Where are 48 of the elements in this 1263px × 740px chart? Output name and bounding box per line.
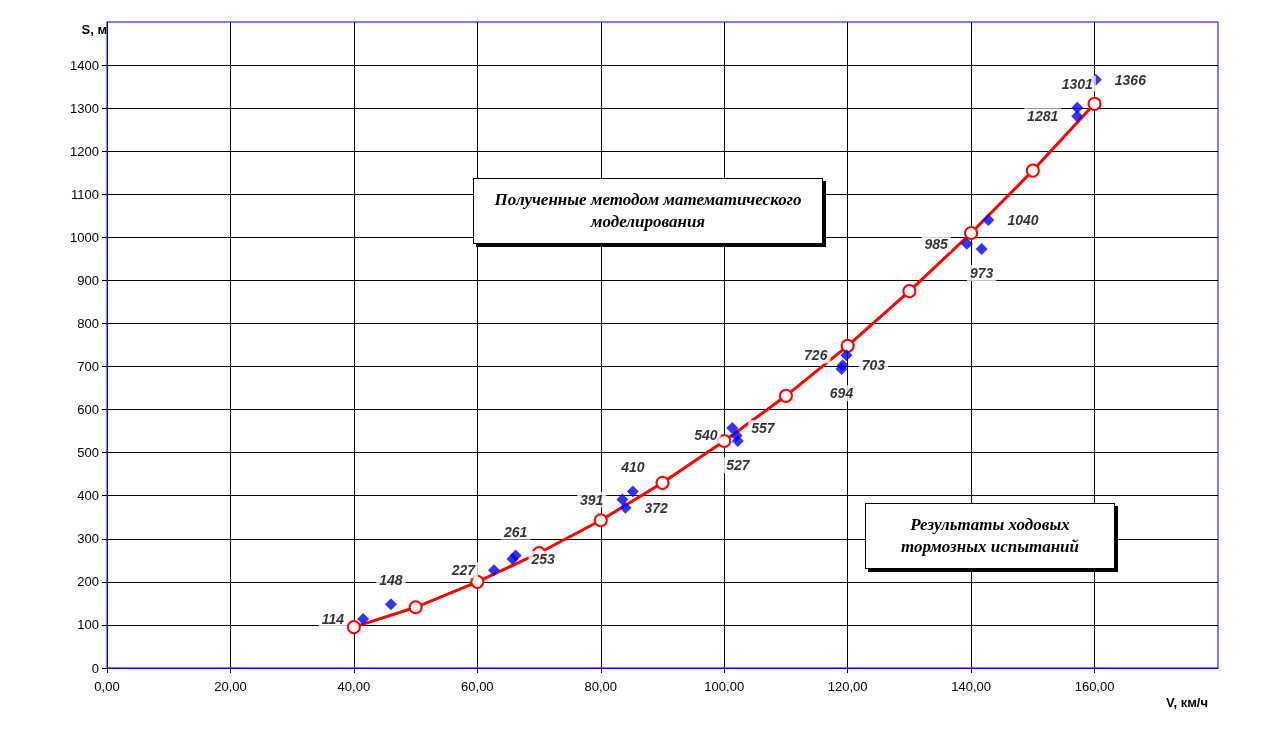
data-label: 1301: [1061, 75, 1094, 92]
y-tick-label: 700: [77, 359, 99, 375]
y-tick-label: 500: [77, 445, 99, 461]
data-label: 1281: [1027, 108, 1059, 125]
data-label: 114: [321, 610, 345, 627]
y-tick-label: 300: [77, 531, 99, 547]
y-tick-label: 1300: [70, 100, 99, 116]
x-tick-label: 120,00: [827, 679, 868, 694]
data-label: 540: [694, 427, 718, 444]
data-label: 410: [620, 459, 645, 476]
data-label: 726: [804, 347, 828, 364]
data-label: 694: [829, 385, 854, 402]
y-tick-label: 0: [91, 660, 99, 676]
data-label: 703: [861, 357, 886, 374]
data-label: 148: [379, 572, 403, 589]
y-tick-label: 400: [77, 488, 99, 504]
y-tick-label: 600: [77, 402, 99, 418]
x-tick-label: 0,00: [94, 679, 120, 694]
y-tick-label: 1200: [70, 143, 99, 159]
data-label: 973: [969, 264, 994, 281]
x-tick-label: 60,00: [461, 679, 494, 694]
x-tick-label: 100,00: [704, 679, 745, 694]
y-tick-label: 800: [77, 315, 99, 331]
x-tick-label: 20,00: [214, 679, 247, 694]
data-label: 1040: [1007, 212, 1039, 229]
data-label: 391: [580, 491, 604, 508]
y-tick-label: 200: [77, 574, 99, 590]
x-tick-label: 80,00: [584, 679, 618, 694]
callout-box: Полученные методом математического моделирования: [473, 178, 823, 244]
y-tick-label: 1400: [70, 57, 99, 73]
y-tick-label: 1100: [71, 186, 99, 202]
data-label: 985: [924, 235, 948, 252]
x-tick-label: 160,00: [1074, 679, 1115, 694]
data-label: 557: [751, 420, 776, 437]
data-label: 372: [644, 499, 669, 516]
data-label: 253: [530, 551, 556, 568]
callout-box: Результаты ходовых тормозных испытаний: [865, 503, 1115, 569]
x-tick-label: 40,00: [337, 679, 371, 694]
x-tick-label: 140,00: [951, 679, 991, 694]
y-tick-label: 100: [77, 617, 99, 633]
data-label: 527: [726, 457, 751, 474]
data-label: 261: [502, 523, 528, 540]
y-tick-label: 900: [77, 272, 99, 288]
y-tick-label: 1000: [70, 229, 99, 245]
y-axis-title: S, м: [81, 22, 107, 37]
data-label: 1366: [1114, 71, 1147, 88]
data-label: 227: [450, 562, 477, 579]
x-axis-title: V, км/ч: [1166, 695, 1208, 710]
